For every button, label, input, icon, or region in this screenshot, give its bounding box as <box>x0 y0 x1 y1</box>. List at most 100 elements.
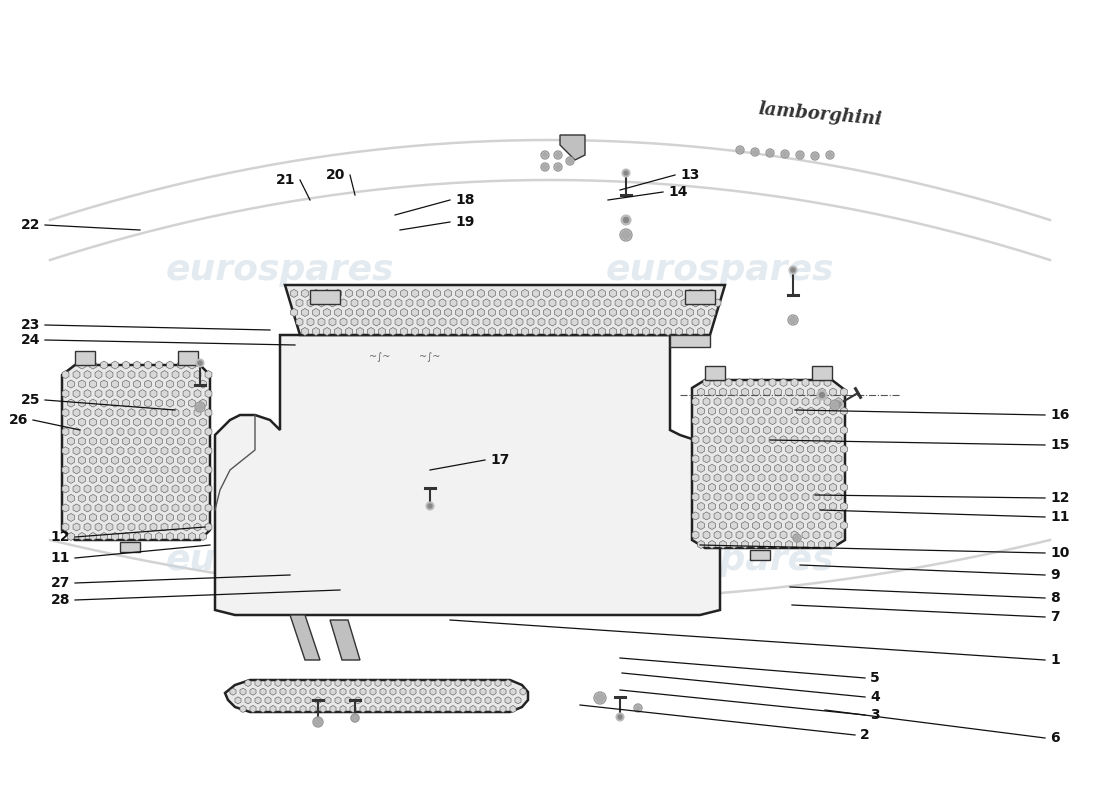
Polygon shape <box>296 299 303 307</box>
Polygon shape <box>461 299 468 307</box>
Polygon shape <box>686 327 693 335</box>
Polygon shape <box>373 318 380 326</box>
Polygon shape <box>807 446 814 454</box>
Polygon shape <box>330 706 336 713</box>
Polygon shape <box>440 706 446 713</box>
Polygon shape <box>355 697 361 704</box>
Polygon shape <box>188 456 196 464</box>
Polygon shape <box>425 679 431 686</box>
Polygon shape <box>807 426 814 434</box>
Polygon shape <box>89 380 97 388</box>
Polygon shape <box>692 380 845 548</box>
Polygon shape <box>194 409 201 417</box>
Text: lamborghini: lamborghini <box>757 100 882 129</box>
Polygon shape <box>161 466 168 474</box>
Polygon shape <box>697 407 704 415</box>
Polygon shape <box>565 309 572 317</box>
Polygon shape <box>133 361 141 369</box>
Polygon shape <box>708 446 715 454</box>
Polygon shape <box>144 514 152 522</box>
Polygon shape <box>111 475 119 483</box>
Polygon shape <box>334 309 341 317</box>
Polygon shape <box>587 290 594 298</box>
Polygon shape <box>686 290 693 298</box>
Polygon shape <box>177 475 185 483</box>
Polygon shape <box>235 697 241 704</box>
Polygon shape <box>310 688 316 695</box>
Polygon shape <box>763 388 770 396</box>
Polygon shape <box>730 464 737 472</box>
Polygon shape <box>697 541 704 549</box>
Polygon shape <box>100 361 108 369</box>
Polygon shape <box>89 456 97 464</box>
Polygon shape <box>708 483 715 491</box>
Polygon shape <box>752 407 759 415</box>
Polygon shape <box>703 417 710 425</box>
Polygon shape <box>360 688 366 695</box>
Polygon shape <box>505 697 512 704</box>
Bar <box>812 366 832 380</box>
Polygon shape <box>122 494 130 502</box>
Polygon shape <box>410 688 416 695</box>
Polygon shape <box>785 446 792 454</box>
Polygon shape <box>95 504 102 512</box>
Polygon shape <box>758 512 764 520</box>
Polygon shape <box>122 380 130 388</box>
Polygon shape <box>719 407 726 415</box>
Polygon shape <box>774 407 781 415</box>
Polygon shape <box>543 327 550 335</box>
Polygon shape <box>62 370 69 378</box>
Polygon shape <box>301 327 308 335</box>
Polygon shape <box>791 531 798 539</box>
Polygon shape <box>642 309 649 317</box>
Polygon shape <box>295 679 301 686</box>
Polygon shape <box>161 390 168 398</box>
Text: 10: 10 <box>1050 546 1069 560</box>
Polygon shape <box>818 483 825 491</box>
Polygon shape <box>521 309 528 317</box>
Polygon shape <box>444 290 451 298</box>
Polygon shape <box>813 474 820 482</box>
Polygon shape <box>318 299 324 307</box>
Polygon shape <box>807 407 814 415</box>
Polygon shape <box>84 390 91 398</box>
Polygon shape <box>697 309 704 317</box>
Polygon shape <box>111 399 119 407</box>
Text: 20: 20 <box>326 168 345 182</box>
Polygon shape <box>813 436 820 444</box>
Polygon shape <box>320 706 326 713</box>
Polygon shape <box>692 417 698 425</box>
Polygon shape <box>194 428 201 436</box>
Polygon shape <box>172 523 179 531</box>
Polygon shape <box>796 541 803 549</box>
Polygon shape <box>714 378 720 386</box>
Polygon shape <box>460 706 466 713</box>
Polygon shape <box>730 407 737 415</box>
Polygon shape <box>774 502 781 510</box>
Polygon shape <box>139 390 146 398</box>
Polygon shape <box>144 533 152 541</box>
Polygon shape <box>345 290 352 298</box>
Polygon shape <box>323 290 330 298</box>
Polygon shape <box>697 426 704 434</box>
Polygon shape <box>818 541 825 549</box>
Polygon shape <box>796 388 803 396</box>
Polygon shape <box>150 428 157 436</box>
Polygon shape <box>791 378 798 386</box>
Polygon shape <box>150 523 157 531</box>
Circle shape <box>621 169 630 177</box>
Polygon shape <box>89 418 97 426</box>
Polygon shape <box>188 361 196 369</box>
Polygon shape <box>500 706 506 713</box>
Polygon shape <box>122 475 130 483</box>
Polygon shape <box>128 370 135 378</box>
Polygon shape <box>813 512 820 520</box>
Polygon shape <box>835 417 842 425</box>
Polygon shape <box>305 697 311 704</box>
Polygon shape <box>84 466 91 474</box>
Polygon shape <box>62 485 69 493</box>
Circle shape <box>568 158 572 163</box>
Polygon shape <box>89 399 97 407</box>
Polygon shape <box>100 380 108 388</box>
Polygon shape <box>747 531 754 539</box>
